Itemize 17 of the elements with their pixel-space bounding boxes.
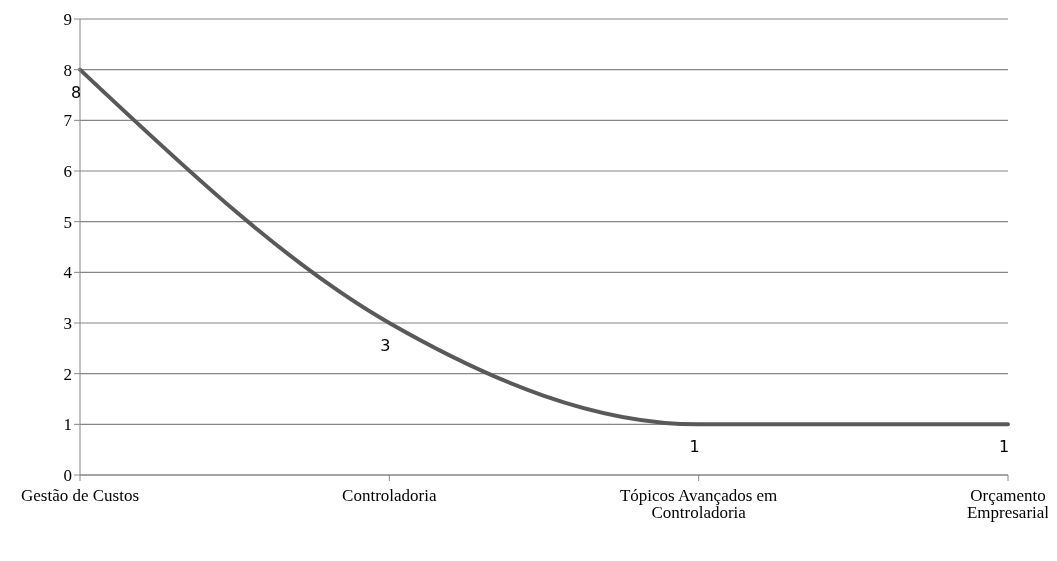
data-label: 3 [380, 336, 391, 355]
y-tick-label: 9 [63, 10, 72, 30]
y-tick-label: 1 [63, 415, 72, 435]
y-tick-label: 2 [63, 364, 72, 384]
y-tick-label: 6 [63, 162, 72, 182]
data-label: 1 [689, 437, 700, 457]
y-tick-label: 0 [63, 466, 72, 486]
y-tick-label: 3 [63, 314, 72, 334]
data-label: 1 [998, 437, 1010, 457]
y-tick-label: 4 [63, 263, 73, 283]
x-tick-label: Tópicos Avançados em Controladoria [619, 486, 778, 523]
y-tick-label: 5 [63, 212, 72, 232]
y-tick-label: 7 [63, 111, 73, 131]
y-tick-label: 8 [63, 60, 72, 80]
x-tick-label: Controladoria [342, 486, 437, 506]
x-tick-label: Gestão de Custos [20, 486, 140, 506]
x-tick-label: Orçamento Empresarial [966, 486, 1050, 523]
